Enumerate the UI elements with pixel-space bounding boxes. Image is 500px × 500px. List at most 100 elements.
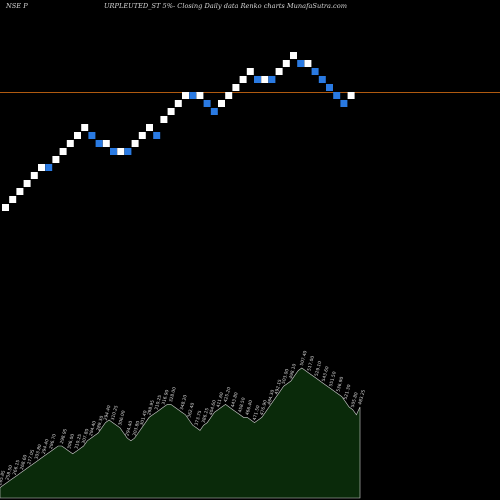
brick-price-label: 301.40 xyxy=(139,410,149,427)
renko-brick-down xyxy=(340,100,348,107)
brick-price-label: 294.40 xyxy=(103,405,113,422)
renko-brick-down xyxy=(318,76,326,83)
renko-brick-down xyxy=(95,140,103,147)
brick-price-label: 466.40 xyxy=(244,399,254,416)
brick-price-label: 307.80 xyxy=(81,428,91,445)
renko-brick-up xyxy=(131,140,139,147)
renko-brick-up xyxy=(246,68,254,75)
renko-brick-up xyxy=(38,164,45,171)
renko-brick-up xyxy=(2,204,9,211)
brick-labels: 265.85258.50266.15268.60277.05303.80294.… xyxy=(0,350,367,486)
renko-brick-up xyxy=(23,180,31,187)
renko-brick-up xyxy=(275,68,283,75)
renko-brick-up xyxy=(138,132,146,139)
brick-price-label: 362.40 xyxy=(186,402,196,419)
renko-brick-up xyxy=(52,156,60,163)
brick-price-label: 310.25 xyxy=(110,405,120,422)
renko-brick-up xyxy=(167,108,175,115)
renko-brick-up xyxy=(261,76,269,83)
brick-price-label: 536.90 xyxy=(335,376,345,393)
brick-price-label: 543.60 xyxy=(321,366,331,383)
renko-brick-up xyxy=(74,132,81,139)
renko-brick-up xyxy=(16,188,24,195)
brick-price-label: 507.40 xyxy=(299,350,309,367)
brick-price-label: 483.25 xyxy=(357,389,367,406)
renko-brick-down xyxy=(326,84,333,91)
brick-price-label: 503.00 xyxy=(281,368,291,385)
renko-brick-down xyxy=(297,60,305,67)
brick-price-label: 348.20 xyxy=(179,394,189,411)
renko-brick-up xyxy=(174,100,182,107)
brick-price-label: 294.40 xyxy=(41,438,51,455)
brick-price-label: 425.20 xyxy=(223,386,233,403)
brick-price-label: 294.40 xyxy=(124,420,134,437)
brick-price-label: 517.00 xyxy=(306,355,316,372)
brick-price-label: 268.60 xyxy=(19,454,29,471)
brick-price-label: 266.15 xyxy=(12,459,22,476)
renko-brick-down xyxy=(333,92,341,99)
renko-brick-up xyxy=(239,76,247,83)
brick-price-label: 296.70 xyxy=(48,433,58,450)
brick-price-label: 294.40 xyxy=(88,420,98,437)
brick-price-label: 484.30 xyxy=(266,389,276,406)
brick-price-label: 316.90 xyxy=(161,389,171,406)
brick-price-label: 411.60 xyxy=(215,392,225,409)
renko-brick-down xyxy=(110,148,117,155)
renko-brick-down xyxy=(254,76,261,83)
brick-price-label: 306.00 xyxy=(117,410,127,427)
brick-price-label: 258.50 xyxy=(4,464,14,481)
brick-price-label: 458.50 xyxy=(237,397,247,414)
brick-price-label: 306.00 xyxy=(66,433,76,450)
renko-brick-down xyxy=(153,132,161,139)
renko-brick-up xyxy=(66,140,74,147)
brick-price-label: 310.25 xyxy=(74,433,84,450)
renko-brick-up xyxy=(9,196,17,203)
brick-price-label: 303.80 xyxy=(132,420,142,437)
renko-brick-up xyxy=(304,60,312,67)
volume-area xyxy=(0,367,361,499)
brick-price-label: 289.30 xyxy=(95,415,105,432)
renko-brick-up xyxy=(102,140,110,147)
renko-brick-up xyxy=(146,124,153,131)
renko-brick-down xyxy=(311,68,319,75)
renko-brick-down xyxy=(88,132,96,139)
brick-price-label: 298.95 xyxy=(59,428,69,445)
renko-brick-up xyxy=(117,148,125,155)
brick-price-label: 310.25 xyxy=(154,394,164,411)
brick-price-label: 443.80 xyxy=(230,392,240,409)
renko-brick-up xyxy=(232,84,240,91)
renko-brick-down xyxy=(210,108,218,115)
brick-price-label: 505.80 xyxy=(350,392,360,409)
brick-price-label: 298.95 xyxy=(146,399,156,416)
brick-price-label: 265.85 xyxy=(0,470,7,487)
header-symbol: NSE P xyxy=(5,2,28,10)
brick-price-label: 521.30 xyxy=(343,384,353,401)
renko-brick-up xyxy=(160,116,168,123)
renko-brick-down xyxy=(124,148,132,155)
renko-brick-down xyxy=(189,92,197,99)
brick-price-label: 328.00 xyxy=(168,386,178,403)
renko-brick-down xyxy=(203,100,211,107)
header-description: URPLEUTED_ST 5%- Closing Daily data Renk… xyxy=(104,2,347,10)
renko-brick-up xyxy=(282,60,290,67)
brick-price-label: 476.90 xyxy=(259,399,269,416)
renko-brick-up xyxy=(347,92,355,99)
renko-brick-up xyxy=(30,172,38,179)
brick-price-label: 404.60 xyxy=(208,399,218,416)
renko-brick-up xyxy=(225,92,233,99)
brick-price-label: 498.10 xyxy=(288,363,298,380)
renko-brick-up xyxy=(218,100,225,107)
brick-price-label: 471.50 xyxy=(252,405,262,422)
renko-brick-up xyxy=(59,148,67,155)
renko-brick-up xyxy=(196,92,204,99)
renko-brick-down xyxy=(45,164,53,171)
renko-brick-up xyxy=(81,124,89,131)
brick-price-label: 277.05 xyxy=(26,449,36,466)
brick-price-label: 492.15 xyxy=(274,379,284,396)
brick-price-label: 529.10 xyxy=(314,360,324,377)
renko-bricks xyxy=(2,52,355,211)
renko-brick-down xyxy=(268,76,276,83)
renko-brick-up xyxy=(182,92,189,99)
